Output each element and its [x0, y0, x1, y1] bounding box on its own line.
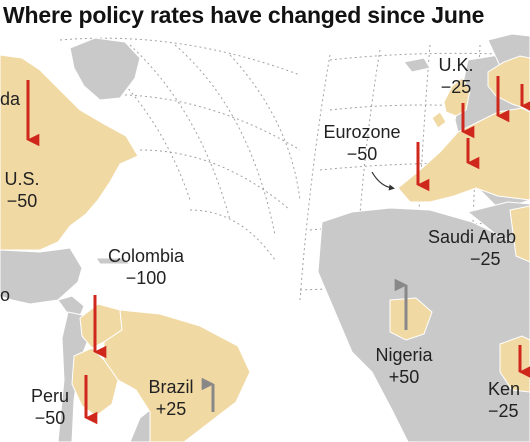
label-mexico-name: o [0, 285, 11, 305]
label-eurozone-change: −50 [346, 144, 378, 164]
region-eurozone [397, 107, 530, 203]
label-uk: U.K. −25 [428, 54, 484, 98]
label-uk-change: −25 [440, 77, 472, 97]
label-peru: Peru −50 [24, 385, 76, 429]
rate-arrows [26, 76, 530, 425]
label-kenya-name: Ken [488, 379, 521, 399]
region-saudi [509, 205, 530, 263]
label-brazil-name: Brazil [148, 377, 194, 397]
map-title: Where policy rates have changed since Ju… [3, 2, 485, 28]
caribbean [95, 257, 132, 265]
label-nigeria-name: Nigeria [375, 345, 433, 365]
label-us-name: U.S. [4, 169, 40, 189]
label-eurozone-name: Eurozone [323, 122, 401, 142]
label-peru-name: Peru [30, 386, 70, 406]
label-saudi-change: −25 [470, 249, 501, 269]
label-us-change: −50 [6, 191, 38, 211]
region-nigeria [389, 297, 433, 341]
label-colombia-change: −100 [125, 268, 167, 288]
label-brazil-change: +25 [155, 399, 187, 419]
label-eurozone: Eurozone −50 [312, 121, 412, 165]
eurozone-callout-pointer [371, 171, 395, 191]
label-nigeria-change: +50 [388, 367, 420, 387]
label-kenya-change: −25 [488, 401, 519, 421]
label-nigeria: Nigeria +50 [360, 344, 448, 388]
label-saudi-name: Saudi Arab [428, 227, 517, 247]
label-peru-change: −50 [34, 408, 66, 428]
label-saudi: Saudi Arab −25 [428, 226, 530, 270]
greenland [69, 37, 141, 101]
label-brazil: Brazil +25 [140, 376, 202, 420]
label-mexico: o [0, 284, 10, 306]
region-canada-us [0, 54, 139, 251]
label-uk-name: U.K. [438, 55, 474, 75]
iceland [403, 57, 431, 73]
label-kenya: Ken −25 [488, 378, 530, 422]
mexico [0, 247, 83, 305]
region-ireland [431, 111, 447, 129]
label-canada: da [0, 88, 20, 110]
central-america [57, 295, 85, 317]
label-us: U.S. −50 [0, 168, 44, 212]
label-colombia: Colombia −100 [96, 245, 196, 289]
label-canada-name: da [0, 89, 21, 109]
label-colombia-name: Colombia [107, 246, 185, 266]
